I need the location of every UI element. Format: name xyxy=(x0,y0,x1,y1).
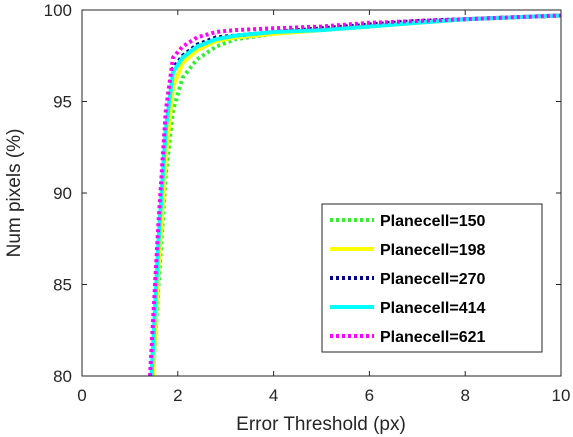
x-axis-title: Error Threshold (px) xyxy=(236,414,406,435)
ticks-layer: 0 2 4 6 8 10 80 85 90 95 100 xyxy=(44,1,571,405)
legend-box xyxy=(321,203,543,353)
series-layer xyxy=(148,13,562,377)
series-line-4 xyxy=(149,13,562,377)
x-tick-label: 0 xyxy=(77,386,86,405)
series-line-5 xyxy=(148,13,562,377)
x-tick-label: 8 xyxy=(460,386,469,405)
x-tick-label: 6 xyxy=(365,386,374,405)
y-tick-label: 95 xyxy=(53,93,72,112)
y-tick-label: 80 xyxy=(53,367,72,386)
y-tick-label: 85 xyxy=(53,276,72,295)
x-tick-label: 2 xyxy=(173,386,182,405)
y-axis-title: Num pixels (%) xyxy=(4,129,25,258)
legend-label-2: Planecell=198 xyxy=(380,242,486,259)
x-tick-label: 10 xyxy=(552,386,571,405)
y-tick-label: 90 xyxy=(53,184,72,203)
legend-label-5: Planecell=621 xyxy=(380,329,486,346)
legend-label-4: Planecell=414 xyxy=(380,300,486,317)
legend: Planecell=150 Planecell=198 Planecell=270 P… xyxy=(321,203,543,353)
legend-label-3: Planecell=270 xyxy=(380,271,486,288)
legend-label-1: Planecell=150 xyxy=(380,213,486,230)
y-tick-label: 100 xyxy=(44,1,72,20)
x-tick-label: 4 xyxy=(269,386,278,405)
